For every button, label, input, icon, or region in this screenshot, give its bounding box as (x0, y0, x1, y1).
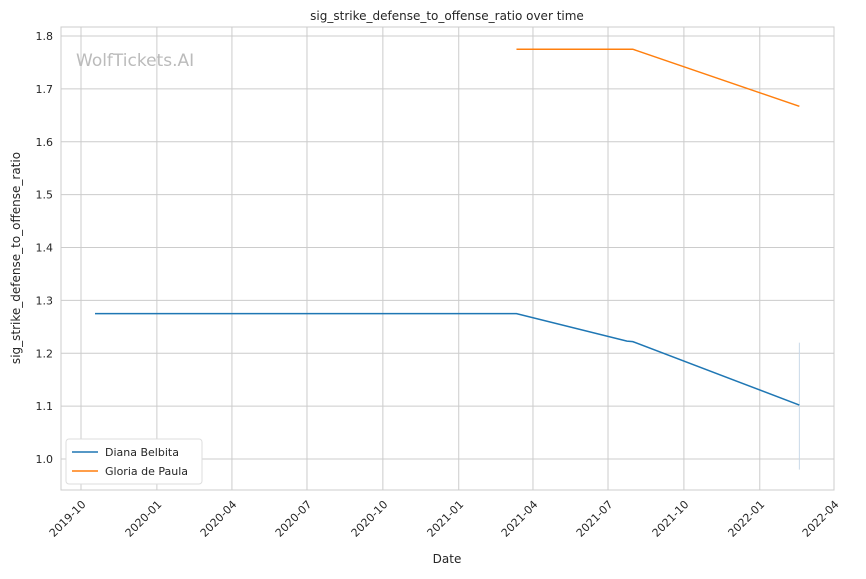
y-tick-label: 1.0 (36, 453, 54, 466)
watermark: WolfTickets.AI (76, 51, 194, 71)
x-tick-label: 2021-01 (425, 498, 467, 540)
y-axis-label: sig_strike_defense_to_offense_ratio (9, 152, 23, 364)
y-tick-label: 1.7 (36, 83, 54, 96)
legend-label-gloria: Gloria de Paula (105, 465, 188, 478)
x-tick-label: 2020-04 (198, 498, 240, 540)
y-tick-label: 1.5 (36, 189, 54, 202)
y-tick-label: 1.1 (36, 400, 54, 413)
y-tick-label: 1.8 (36, 30, 54, 43)
x-tick-label: 2021-10 (650, 498, 692, 540)
x-tick-label: 2020-10 (349, 498, 391, 540)
legend-label-diana: Diana Belbita (105, 446, 179, 459)
x-tick-label: 2021-04 (499, 498, 541, 540)
series-line-1 (516, 48, 800, 108)
x-tick-label: 2022-01 (726, 498, 768, 540)
chart-title: sig_strike_defense_to_offense_ratio over… (310, 9, 584, 23)
x-tick-label: 2022-04 (800, 498, 842, 540)
legend: Diana Belbita Gloria de Paula (65, 438, 203, 485)
x-tick-label: 2020-01 (123, 498, 165, 540)
plot-area (60, 26, 835, 491)
series-line-0 (95, 312, 800, 406)
x-axis-label: Date (433, 552, 462, 566)
y-tick-label: 1.3 (36, 294, 54, 307)
y-tick-label: 1.2 (36, 347, 54, 360)
y-tick-label: 1.4 (36, 242, 54, 255)
x-tick-label: 2021-07 (574, 498, 616, 540)
x-tick-label: 2020-07 (273, 498, 315, 540)
y-tick-label: 1.6 (36, 136, 54, 149)
x-tick-label: 2019-10 (47, 498, 89, 540)
